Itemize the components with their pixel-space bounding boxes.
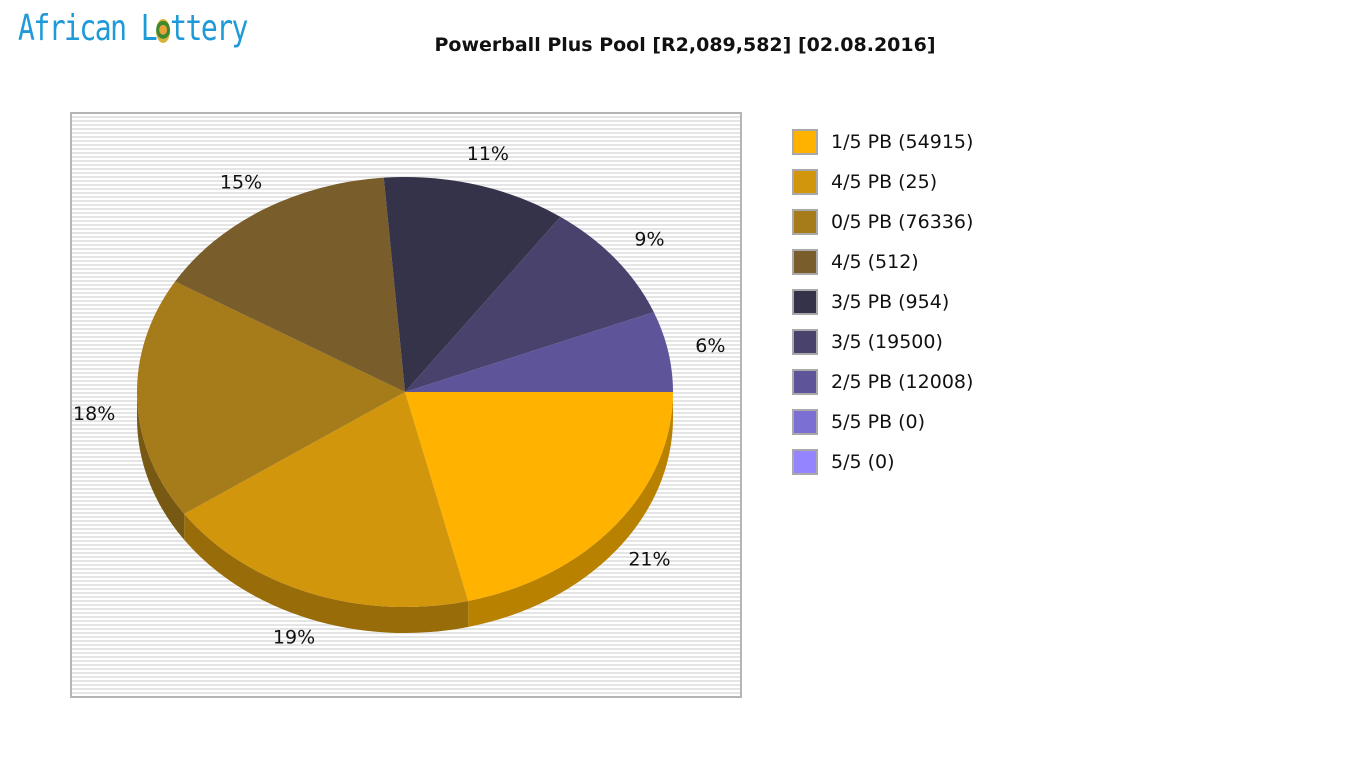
pie-slice-6[interactable] xyxy=(405,216,654,392)
legend-label-1: 1/5 PB (54915) xyxy=(831,131,974,153)
legend-swatch-1 xyxy=(792,129,818,155)
legend-label-7: 2/5 PB (12008) xyxy=(831,371,974,393)
legend-label-4: 4/5 (512) xyxy=(831,251,919,273)
legend: 1/5 PB (54915) 4/5 PB (25) 0/5 PB (76336) 4… xyxy=(792,122,973,482)
pie-label-3: 18% xyxy=(73,403,115,425)
legend-label-9: 5/5 (0) xyxy=(831,451,895,473)
pie-labels: 21% 19% 18% 15% 11% 9% 6% xyxy=(73,143,725,649)
legend-swatch-6 xyxy=(792,329,818,355)
legend-item-5[interactable]: 3/5 PB (954) xyxy=(792,282,973,322)
logo-text-start: African L xyxy=(18,8,158,49)
pie-slice-side-3 xyxy=(137,392,185,540)
legend-swatch-9 xyxy=(792,449,818,475)
legend-swatch-5 xyxy=(792,289,818,315)
pie-slice-1[interactable] xyxy=(405,392,673,601)
pie-label-7: 6% xyxy=(695,335,725,357)
legend-item-8[interactable]: 5/5 PB (0) xyxy=(792,402,973,442)
legend-swatch-8 xyxy=(792,409,818,435)
legend-item-2[interactable]: 4/5 PB (25) xyxy=(792,162,973,202)
pie-slice-3[interactable] xyxy=(137,281,405,514)
legend-label-6: 3/5 (19500) xyxy=(831,331,943,353)
logo-text-end: ttery xyxy=(170,8,248,49)
legend-swatch-3 xyxy=(792,209,818,235)
pie-label-5: 11% xyxy=(467,143,509,165)
african-lottery-logo[interactable]: African L ttery xyxy=(18,8,248,49)
pie-label-4: 15% xyxy=(220,171,262,193)
legend-swatch-2 xyxy=(792,169,818,195)
pie-slice-2[interactable] xyxy=(184,392,469,607)
legend-item-1[interactable]: 1/5 PB (54915) xyxy=(792,122,973,162)
pie-slice-7[interactable] xyxy=(405,312,673,392)
legend-label-5: 3/5 PB (954) xyxy=(831,291,950,313)
legend-label-8: 5/5 PB (0) xyxy=(831,411,926,433)
pie-chart: 21% 19% 18% 15% 11% 9% 6% xyxy=(70,112,742,698)
pie-slice-5[interactable] xyxy=(383,177,561,392)
pie-slice-side-2 xyxy=(184,513,469,634)
legend-swatch-7 xyxy=(792,369,818,395)
legend-item-3[interactable]: 0/5 PB (76336) xyxy=(792,202,973,242)
pie-label-2: 19% xyxy=(273,627,315,649)
legend-item-4[interactable]: 4/5 (512) xyxy=(792,242,973,282)
legend-label-2: 4/5 PB (25) xyxy=(831,171,938,193)
legend-item-7[interactable]: 2/5 PB (12008) xyxy=(792,362,973,402)
pie-label-6: 9% xyxy=(634,229,664,251)
legend-swatch-4 xyxy=(792,249,818,275)
pie-top xyxy=(137,177,673,607)
pie-depth xyxy=(137,392,673,634)
pie-label-1: 21% xyxy=(628,548,670,570)
legend-item-6[interactable]: 3/5 (19500) xyxy=(792,322,973,362)
lottery-ball-icon xyxy=(156,19,171,43)
legend-label-3: 0/5 PB (76336) xyxy=(831,211,974,233)
chart-title: Powerball Plus Pool [R2,089,582] [02.08.… xyxy=(434,34,936,56)
pie-slice-side-1 xyxy=(468,392,673,627)
pie-slice-4[interactable] xyxy=(175,177,405,392)
legend-item-9[interactable]: 5/5 (0) xyxy=(792,442,973,482)
